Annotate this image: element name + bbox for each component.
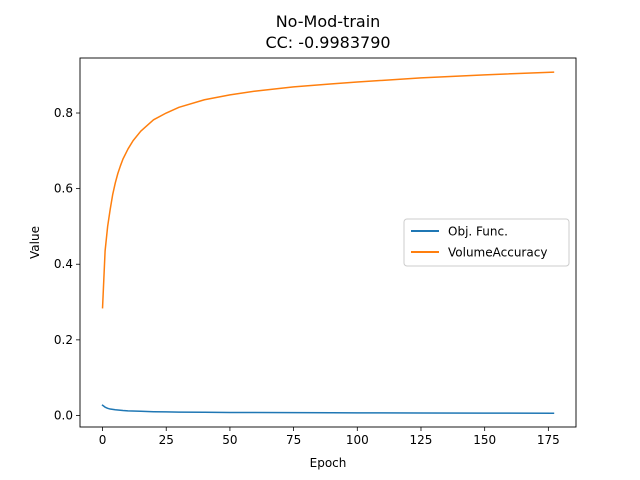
series-layer — [101, 71, 555, 414]
x-tick-label: 175 — [537, 433, 560, 447]
y-tick-label: 0.4 — [54, 257, 73, 271]
chart-title: No-Mod-train — [276, 12, 381, 31]
series-line-obj-func — [101, 404, 555, 414]
y-axis-label: Value — [28, 226, 42, 259]
x-tick-label: 75 — [286, 433, 301, 447]
y-axis-ticks: 0.0 0.2 0.4 0.6 0.8 — [54, 106, 80, 422]
x-tick-label: 50 — [222, 433, 237, 447]
plot-frame — [79, 57, 577, 428]
x-axis-label: Epoch — [310, 456, 347, 470]
series-line-volumeaccuracy — [101, 71, 555, 309]
x-tick-label: 150 — [473, 433, 496, 447]
y-tick-label: 0.8 — [54, 106, 73, 120]
x-axis-ticks: 0 25 50 75 100 125 150 175 — [99, 427, 560, 447]
x-tick-label: 0 — [99, 433, 107, 447]
x-tick-label: 25 — [159, 433, 174, 447]
legend: Obj. Func. VolumeAccuracy — [403, 218, 570, 267]
x-tick-label: 100 — [346, 433, 369, 447]
legend-label-volume-accuracy: VolumeAccuracy — [448, 246, 547, 260]
x-tick-label: 125 — [410, 433, 433, 447]
legend-box — [403, 218, 570, 267]
y-tick-label: 0.6 — [54, 182, 73, 196]
y-tick-label: 0.2 — [54, 333, 73, 347]
legend-label-obj-func: Obj. Func. — [448, 225, 508, 239]
chart-subtitle: CC: -0.9983790 — [265, 33, 390, 52]
y-tick-label: 0.0 — [54, 408, 73, 422]
